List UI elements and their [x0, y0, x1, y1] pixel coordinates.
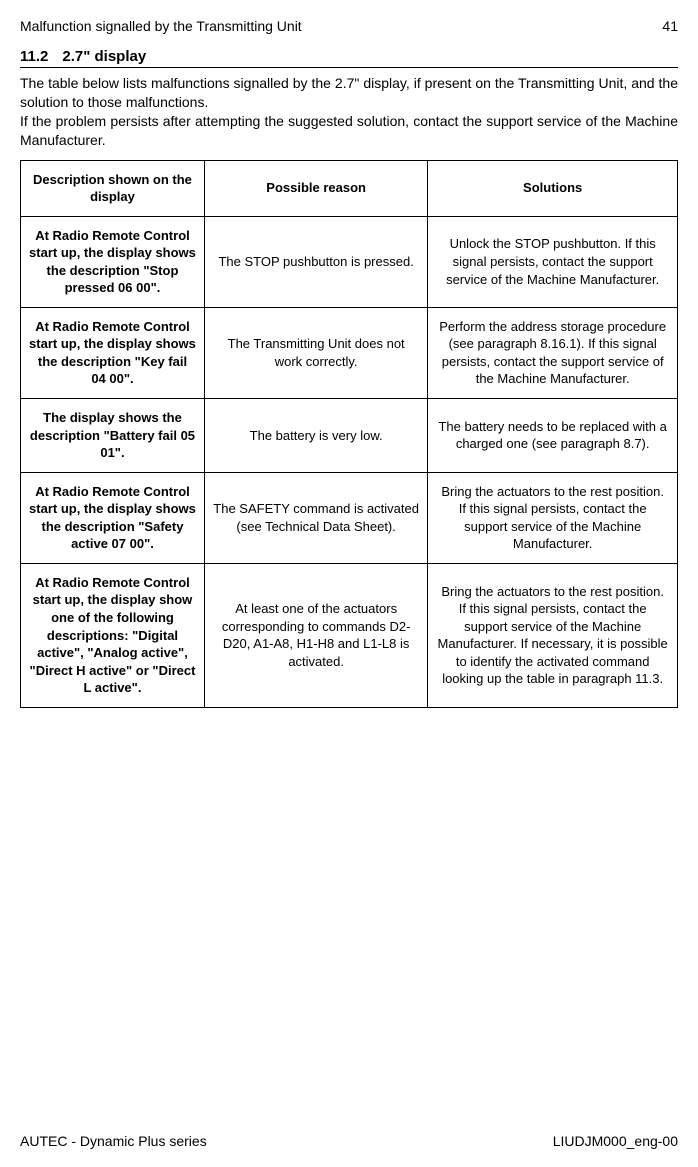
- cell-solution: Bring the actuators to the rest position…: [428, 472, 678, 563]
- table-row: At Radio Remote Control start up, the di…: [21, 307, 678, 398]
- cell-description: At Radio Remote Control start up, the di…: [21, 216, 205, 307]
- intro-p2: If the problem persists after attempting…: [20, 113, 678, 148]
- cell-reason: The Transmitting Unit does not work corr…: [204, 307, 427, 398]
- intro-p1: The table below lists malfunctions signa…: [20, 75, 678, 110]
- section-heading: 11.2 2.7" display: [20, 48, 678, 68]
- cell-description: At Radio Remote Control start up, the di…: [21, 472, 205, 563]
- cell-solution: Perform the address storage procedure (s…: [428, 307, 678, 398]
- page-footer: AUTEC - Dynamic Plus series LIUDJM000_en…: [20, 1133, 678, 1149]
- col-header-description: Description shown on the display: [21, 160, 205, 216]
- cell-solution: The battery needs to be replaced with a …: [428, 399, 678, 473]
- cell-solution: Unlock the STOP pushbutton. If this sign…: [428, 216, 678, 307]
- cell-description: At Radio Remote Control start up, the di…: [21, 307, 205, 398]
- cell-reason: The battery is very low.: [204, 399, 427, 473]
- cell-reason: At least one of the actuators correspond…: [204, 563, 427, 707]
- cell-solution: Bring the actuators to the rest position…: [428, 563, 678, 707]
- page-number: 41: [662, 18, 678, 34]
- cell-reason: The SAFETY command is activated (see Tec…: [204, 472, 427, 563]
- col-header-reason: Possible reason: [204, 160, 427, 216]
- table-row: At Radio Remote Control start up, the di…: [21, 216, 678, 307]
- footer-docid: LIUDJM000_eng-00: [553, 1133, 678, 1149]
- cell-description: At Radio Remote Control start up, the di…: [21, 563, 205, 707]
- intro-text: The table below lists malfunctions signa…: [20, 74, 678, 150]
- table-row: At Radio Remote Control start up, the di…: [21, 472, 678, 563]
- table-row: The display shows the description "Batte…: [21, 399, 678, 473]
- cell-description: The display shows the description "Batte…: [21, 399, 205, 473]
- section-number: 11.2: [20, 48, 48, 65]
- col-header-solutions: Solutions: [428, 160, 678, 216]
- table-row: At Radio Remote Control start up, the di…: [21, 563, 678, 707]
- page-header: Malfunction signalled by the Transmittin…: [20, 18, 678, 34]
- cell-reason: The STOP pushbutton is pressed.: [204, 216, 427, 307]
- section-title: 2.7" display: [62, 48, 146, 65]
- malfunction-table: Description shown on the display Possibl…: [20, 160, 678, 708]
- footer-series: AUTEC - Dynamic Plus series: [20, 1133, 207, 1149]
- header-title: Malfunction signalled by the Transmittin…: [20, 18, 302, 34]
- table-header-row: Description shown on the display Possibl…: [21, 160, 678, 216]
